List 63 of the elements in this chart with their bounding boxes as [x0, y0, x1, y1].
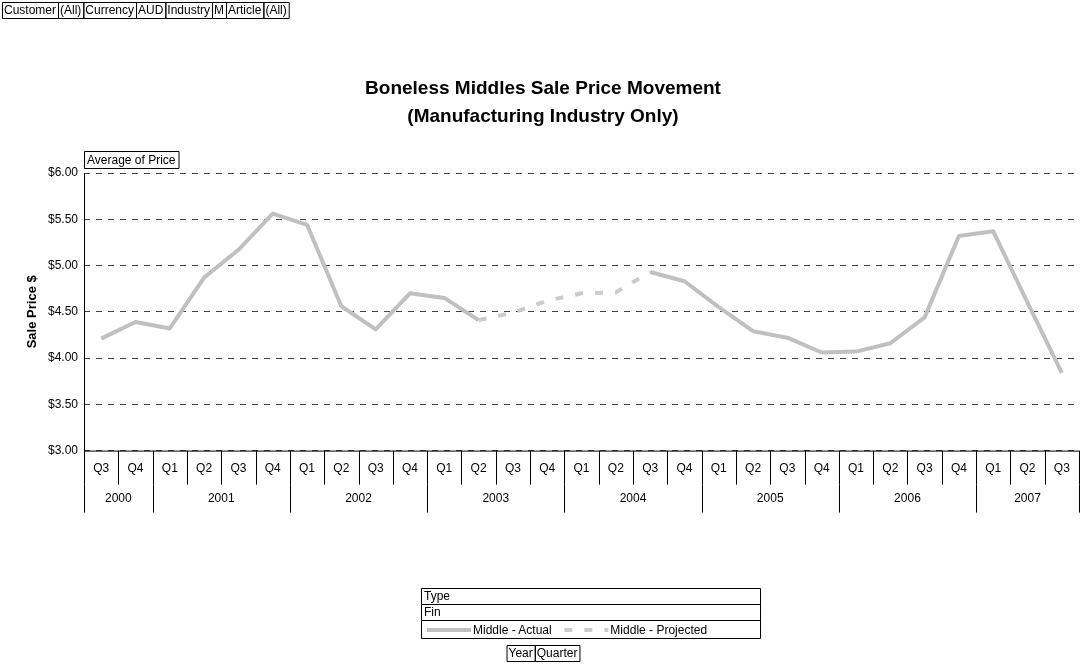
x-tick-label: Q2: [1019, 461, 1036, 476]
x-tick-label: Q3: [504, 461, 522, 476]
x-tick-label: Q3: [916, 461, 933, 476]
x-tick-label: Q3: [367, 461, 384, 476]
chart-subtitle: (Manufacturing Industry Only): [407, 105, 679, 127]
x-tick-label: Q2: [333, 461, 350, 476]
y-tick-label: $5.00: [48, 257, 79, 272]
text: 2005: [756, 490, 784, 505]
x-tick-label: Q1: [847, 461, 865, 476]
y-tick-label: $3.00: [48, 442, 79, 457]
text: Customer: [4, 3, 57, 18]
text: 2000: [104, 490, 133, 505]
text: M: [214, 3, 225, 18]
line-series: [476, 270, 653, 323]
text: Year: [508, 646, 533, 661]
x-tick-label: Q2: [196, 461, 213, 476]
x-tick-label: Q1: [161, 461, 179, 476]
text: 2001: [207, 490, 235, 505]
x-tick-label: Q1: [710, 461, 728, 476]
text: 2004: [619, 490, 647, 505]
text: AUD: [138, 3, 164, 18]
text: Average of Price: [87, 152, 176, 167]
y-tick-label: $5.50: [48, 211, 79, 226]
y-tick-label: $4.00: [48, 350, 79, 365]
x-tick-label: Q1: [436, 461, 453, 476]
text: Fin: [424, 605, 441, 620]
x-tick-label: Q2: [470, 461, 487, 476]
x-tick-label: Q4: [950, 461, 968, 476]
text: 2007: [1014, 490, 1042, 505]
y-tick-label: $4.50: [48, 304, 79, 319]
x-tick-label: Q3: [779, 461, 796, 476]
y-tick-label: $6.00: [48, 165, 79, 180]
x-tick-label: Q4: [813, 461, 831, 476]
text: Currency: [85, 3, 135, 18]
x-tick-label: Q4: [264, 461, 282, 476]
x-tick-label: Q4: [676, 461, 693, 476]
chart-title: Boneless Middles Sale Price Movement: [365, 77, 722, 99]
x-tick-label: Q3: [642, 461, 659, 476]
legend-label: Middle - Projected: [610, 623, 708, 638]
text: (All): [60, 3, 82, 18]
x-tick-label: Q4: [401, 461, 419, 476]
y-axis-title: Sale Price $: [23, 274, 39, 349]
text: 2006: [894, 490, 922, 505]
y-tick-label: $3.50: [48, 396, 79, 411]
text: Quarter: [536, 646, 578, 661]
x-tick-label: Q1: [299, 461, 316, 476]
x-tick-label: Q2: [745, 461, 762, 476]
text: Article: [228, 3, 262, 18]
text: (All): [265, 3, 287, 18]
x-tick-label: Q4: [539, 461, 556, 476]
text: 2003: [482, 490, 510, 505]
legend-title: Type: [424, 589, 451, 604]
x-tick-label: Q2: [882, 461, 899, 476]
legend-label: Middle - Actual: [473, 623, 552, 638]
x-tick-label: Q4: [127, 461, 144, 476]
x-tick-label: Q3: [230, 461, 247, 476]
x-tick-label: Q3: [1053, 461, 1071, 476]
x-tick-label: Q3: [93, 461, 110, 476]
x-tick-label: Q2: [607, 461, 625, 476]
text: Industry: [167, 3, 211, 18]
text: 2002: [345, 490, 373, 505]
x-tick-label: Q1: [985, 461, 1002, 476]
x-tick-label: Q1: [573, 461, 590, 476]
